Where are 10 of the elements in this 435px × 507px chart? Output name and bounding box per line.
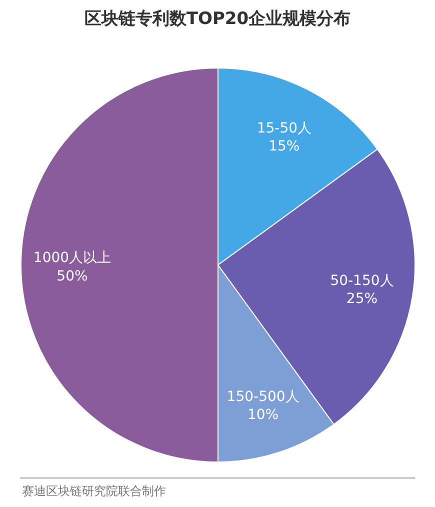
data-label: 50%	[56, 268, 88, 284]
slice-label: 15-50人	[256, 120, 312, 136]
text: 赛迪区块链研究院联合制作	[22, 484, 166, 498]
data-label: 10%	[247, 407, 279, 424]
slice-label: 150-500人	[226, 388, 300, 405]
slice-label: 50-150人	[330, 273, 394, 290]
chart-title: 区块链专利数TOP20企业规模分布	[84, 9, 351, 29]
data-label: 25%	[346, 291, 378, 308]
data-label: 15%	[268, 138, 300, 155]
slice-label: 1000人以上	[33, 250, 112, 266]
